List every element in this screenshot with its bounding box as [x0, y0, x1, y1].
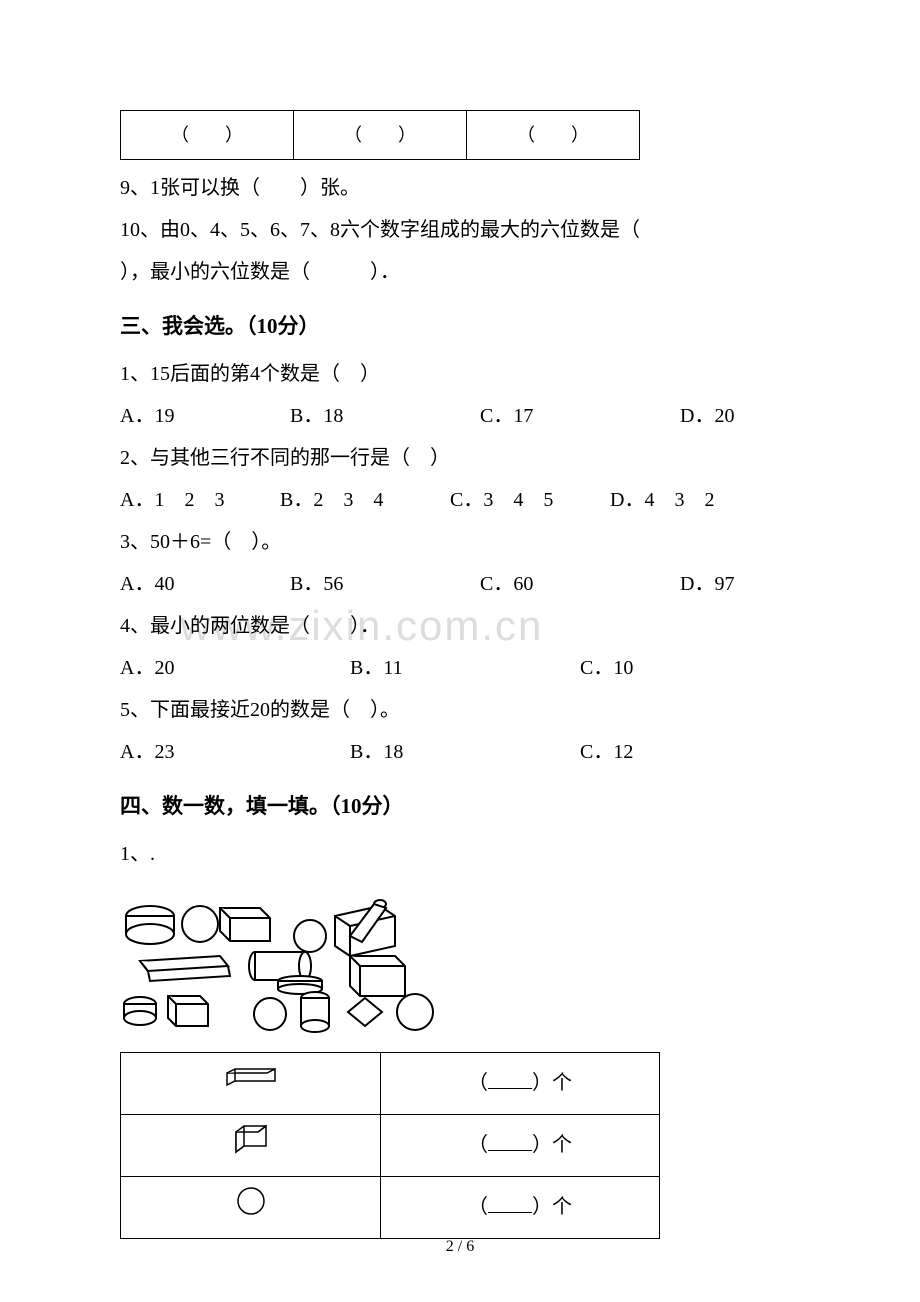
- shapes-illustration: [120, 886, 490, 1036]
- s3q2-optB: B．2 3 4: [280, 482, 450, 518]
- s3q4-optB: B．11: [350, 650, 580, 686]
- count-circle-label: （）个: [381, 1176, 660, 1238]
- s3q2-optD: D．4 3 2: [610, 482, 730, 518]
- s3q2-optA: A．1 2 3: [120, 482, 280, 518]
- s3q5-optA: A．23: [120, 734, 350, 770]
- top-blank-table: （ ） （ ） （ ）: [120, 110, 640, 160]
- s3q3-optD: D．97: [680, 566, 760, 602]
- s3-q5-stem: 5、下面最接近20的数是（ ）。: [120, 692, 800, 728]
- top-cell-2: （ ）: [294, 111, 467, 160]
- s3q1-optB: B．18: [290, 398, 480, 434]
- s3-q3-options: A．40 B．56 C．60 D．97: [120, 566, 800, 602]
- count-row-cube: （）个: [121, 1114, 660, 1176]
- shape-cube-icon: [121, 1114, 381, 1176]
- s3q2-optC: C．3 4 5: [450, 482, 610, 518]
- s3q1-optD: D．20: [680, 398, 760, 434]
- question-10b: ），最小的六位数是（ ）．: [120, 254, 800, 290]
- s3q5-optC: C．12: [580, 734, 660, 770]
- count-row-circle: （）个: [121, 1176, 660, 1238]
- s3q4-optC: C．10: [580, 650, 660, 686]
- s3q1-optC: C．17: [480, 398, 680, 434]
- section-3-title: 三、我会选。（10分）: [120, 308, 800, 346]
- count-cube-label: （）个: [381, 1114, 660, 1176]
- s3-q4-options: A．20 B．11 C．10: [120, 650, 800, 686]
- shape-circle-icon: [121, 1176, 381, 1238]
- question-10a: 10、由0、4、5、6、7、8六个数字组成的最大的六位数是（: [120, 212, 800, 248]
- shape-cuboid-icon: [121, 1052, 381, 1114]
- s3q3-optA: A．40: [120, 566, 290, 602]
- s3-q2-stem: 2、与其他三行不同的那一行是（ ）: [120, 440, 800, 476]
- s3q5-optB: B．18: [350, 734, 580, 770]
- top-cell-1: （ ）: [121, 111, 294, 160]
- s3q4-optA: A．20: [120, 650, 350, 686]
- s3-q1-options: A．19 B．18 C．17 D．20: [120, 398, 800, 434]
- s3-q4-stem: 4、最小的两位数是（ ）．: [120, 608, 800, 644]
- s4-q1: 1、.: [120, 836, 800, 872]
- section-4-title: 四、数一数，填一填。（10分）: [120, 788, 800, 826]
- s3q3-optC: C．60: [480, 566, 680, 602]
- s3-q1-stem: 1、15后面的第4个数是（ ）: [120, 356, 800, 392]
- s3-q3-stem: 3、50＋6=（ ）。: [120, 524, 800, 560]
- count-cuboid-label: （）个: [381, 1052, 660, 1114]
- s3-q2-options: A．1 2 3 B．2 3 4 C．3 4 5 D．4 3 2: [120, 482, 800, 518]
- s3q3-optB: B．56: [290, 566, 480, 602]
- question-9: 9、1张可以换（ ）张。: [120, 170, 800, 206]
- count-row-cuboid: （）个: [121, 1052, 660, 1114]
- s3-q5-options: A．23 B．18 C．12: [120, 734, 800, 770]
- page-content: （ ） （ ） （ ） 9、1张可以换（ ）张。 10、由0、4、5、6、7、8…: [120, 110, 800, 1239]
- count-table: （）个 （）个 （）个: [120, 1052, 660, 1239]
- top-cell-3: （ ）: [467, 111, 640, 160]
- s3q1-optA: A．19: [120, 398, 290, 434]
